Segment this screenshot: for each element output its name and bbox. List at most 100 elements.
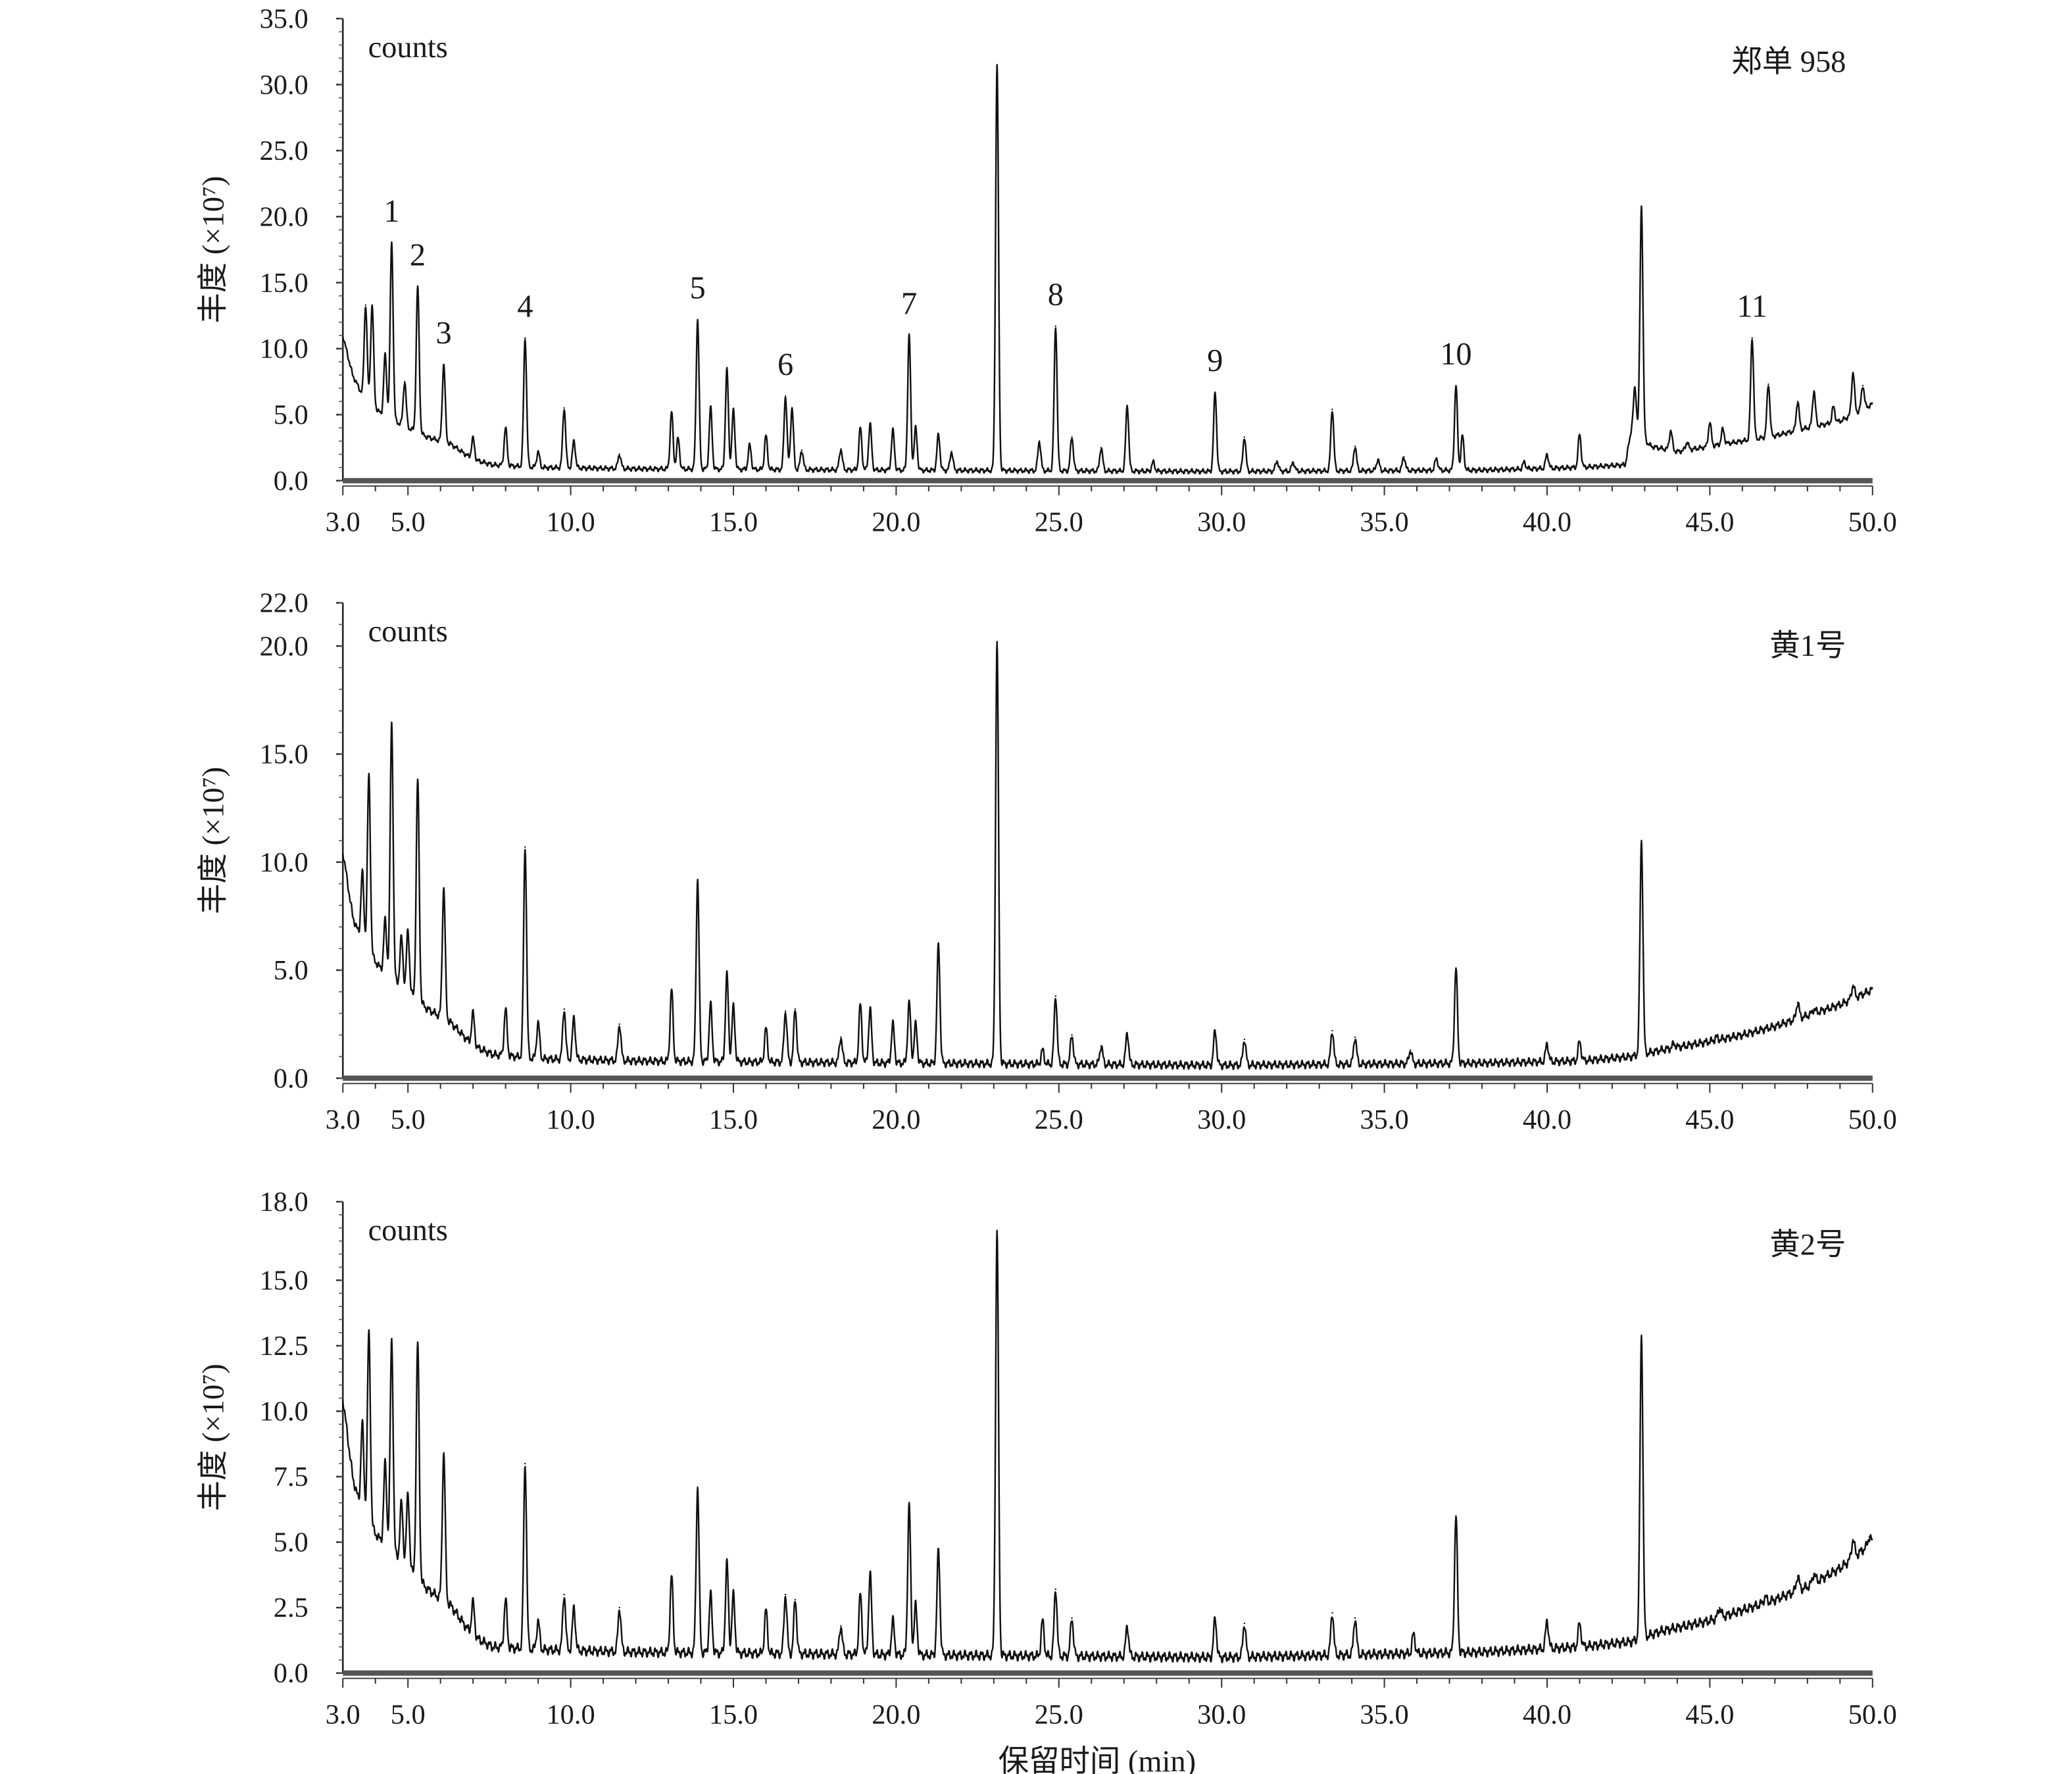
- peak-point: [840, 1625, 842, 1627]
- peak-point: [726, 1562, 728, 1564]
- peak-point: [1686, 441, 1688, 443]
- peak-point: [914, 1023, 917, 1025]
- peak-point: [1054, 325, 1057, 328]
- x-tick-label: 50.0: [1848, 506, 1897, 537]
- y-tick-label: 7.5: [274, 1462, 308, 1492]
- peak-point: [677, 437, 679, 439]
- x-tick-label: 10.0: [547, 506, 595, 537]
- peak-point: [765, 435, 767, 437]
- x-axis-bar: [343, 478, 1873, 483]
- y-axis-label: 丰度 (×10⁷): [197, 176, 231, 323]
- peak-point: [1523, 461, 1525, 463]
- peak-point: [670, 411, 673, 413]
- peak-point: [1868, 1536, 1871, 1538]
- peak-point: [1462, 435, 1464, 437]
- y-tick-label: 12.5: [260, 1331, 308, 1362]
- peak-point: [869, 423, 872, 425]
- peak-point: [1833, 406, 1835, 408]
- peak-point: [794, 1008, 797, 1010]
- peak-point: [364, 304, 367, 307]
- peak-point: [1276, 460, 1278, 462]
- peak-point: [1435, 457, 1437, 459]
- peak-point: [505, 427, 506, 429]
- peak-point: [1669, 430, 1672, 431]
- peak-point: [1455, 1515, 1457, 1517]
- chromatogram-trace: [342, 641, 1873, 1071]
- peak-point: [524, 846, 526, 848]
- peak-point: [892, 1619, 894, 1622]
- x-tick-label: 45.0: [1685, 506, 1734, 537]
- x-tick-label: 40.0: [1523, 1699, 1571, 1730]
- peak-label: 8: [1048, 278, 1064, 312]
- peak-point: [732, 1593, 735, 1596]
- peak-point: [1751, 337, 1753, 339]
- peak-point: [801, 449, 803, 451]
- y-tick-label: 0.0: [274, 466, 308, 497]
- peak-point: [1813, 1573, 1815, 1575]
- peak-point: [537, 451, 539, 453]
- peak-point: [710, 1004, 712, 1006]
- peak-point: [1100, 1045, 1102, 1047]
- peak-point: [563, 1008, 565, 1010]
- peak-point: [697, 1486, 699, 1489]
- peak-point: [361, 872, 364, 874]
- sample-name: 郑单 958: [1731, 45, 1846, 79]
- y-tick-label: 2.5: [274, 1592, 308, 1623]
- x-tick-label: 25.0: [1035, 1699, 1083, 1730]
- peak-point: [726, 368, 728, 371]
- y-tick-label: 10.0: [260, 1396, 308, 1427]
- peak-point: [732, 1006, 735, 1008]
- peak-point: [384, 920, 386, 922]
- peak-point: [1041, 1049, 1044, 1051]
- unit-label: counts: [368, 1214, 448, 1247]
- peak-point: [472, 437, 474, 439]
- peak-point: [1071, 1617, 1073, 1619]
- peak-point: [1546, 1619, 1548, 1622]
- peak-point: [1243, 1038, 1246, 1041]
- peak-point: [765, 1027, 767, 1029]
- peak-point: [996, 1229, 998, 1231]
- peak-point: [784, 1010, 787, 1012]
- peak-point: [1579, 1622, 1581, 1625]
- peak-point: [1292, 461, 1295, 463]
- peak-point: [1100, 447, 1102, 449]
- peak-point: [937, 943, 939, 945]
- peak-label: 10: [1440, 337, 1471, 372]
- peak-point: [1634, 387, 1636, 389]
- peak-label: 2: [410, 237, 426, 272]
- peak-point: [1796, 401, 1799, 403]
- peak-point: [1071, 436, 1073, 438]
- peak-point: [1709, 422, 1711, 424]
- peak-point: [791, 407, 793, 409]
- y-tick-label: 20.0: [260, 201, 308, 232]
- x-tick-label: 3.0: [326, 1699, 360, 1730]
- peak-point: [1354, 1617, 1356, 1619]
- x-tick-label: 30.0: [1197, 1699, 1246, 1730]
- peak-point: [361, 1423, 364, 1425]
- x-tick-label: 25.0: [1035, 1104, 1083, 1135]
- x-tick-label: 35.0: [1360, 1699, 1409, 1730]
- peak-point: [697, 318, 699, 321]
- peak-point: [1715, 1036, 1717, 1038]
- peak-point: [563, 1593, 565, 1596]
- peak-point: [472, 1601, 474, 1604]
- x-tick-label: 35.0: [1360, 506, 1409, 537]
- peak-point: [563, 407, 565, 409]
- y-tick-label: 15.0: [260, 268, 308, 299]
- unit-label: counts: [368, 31, 448, 64]
- peak-point: [443, 1452, 445, 1454]
- peak-point: [670, 989, 673, 991]
- peak-point: [1546, 1043, 1548, 1045]
- peak-point: [1813, 1008, 1815, 1010]
- y-axis-label: 丰度 (×10⁷): [197, 1364, 231, 1511]
- peak-point: [1862, 385, 1864, 387]
- x-tick-label: 30.0: [1197, 1104, 1246, 1135]
- x-tick-label: 50.0: [1848, 1104, 1897, 1135]
- peak-point: [1796, 1575, 1799, 1577]
- peak-label: 7: [901, 287, 917, 322]
- peak-point: [505, 1598, 506, 1601]
- peak-point: [401, 937, 403, 939]
- peak-point: [1409, 1049, 1412, 1051]
- peak-point: [1455, 385, 1457, 387]
- peak-label: 5: [689, 271, 705, 306]
